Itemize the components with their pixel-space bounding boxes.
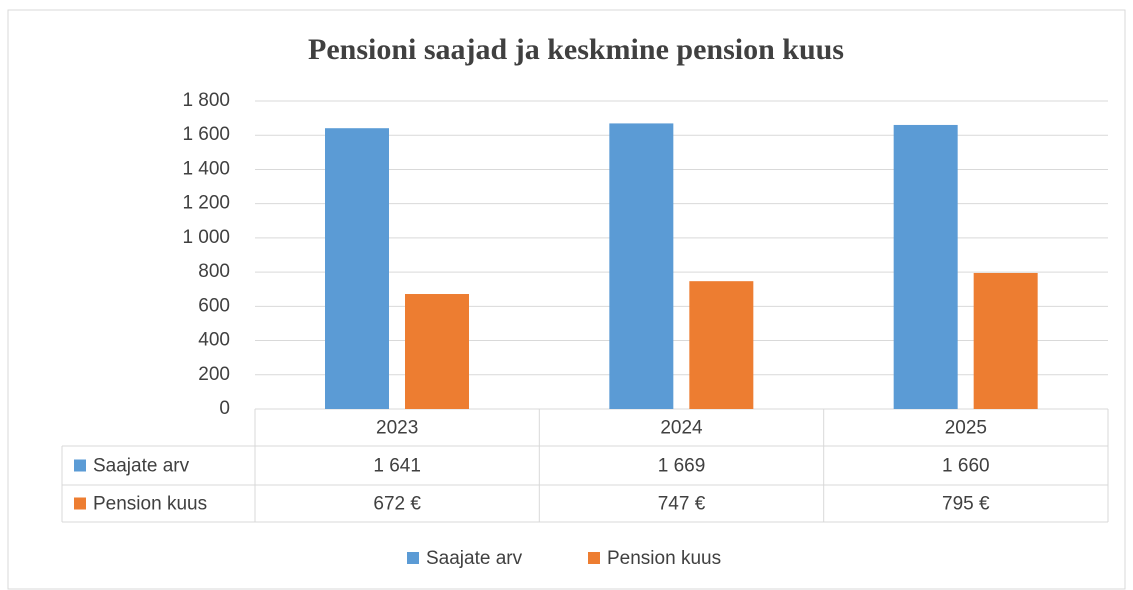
legend-key [588, 552, 600, 564]
x-tick-label: 2024 [660, 418, 703, 439]
legend-label: Saajate arv [426, 548, 523, 569]
y-tick-label: 1 400 [182, 158, 230, 179]
table-row-label: Pension kuus [93, 494, 207, 515]
x-tick-label: 2023 [376, 418, 418, 439]
table-legend-key [74, 459, 86, 472]
bar [973, 272, 1038, 409]
bar [325, 128, 389, 409]
bar [893, 124, 958, 409]
table-value: 1 660 [942, 456, 990, 477]
legend-label: Pension kuus [607, 548, 721, 569]
table-legend-key [74, 497, 86, 510]
y-tick-label: 1 200 [182, 193, 230, 214]
y-tick-label: 600 [198, 295, 230, 316]
y-tick-label: 0 [219, 398, 230, 419]
chart-title: Pensioni saajad ja keskmine pension kuus [308, 33, 844, 66]
y-tick-label: 400 [198, 330, 230, 351]
y-tick-label: 200 [198, 364, 230, 385]
y-tick-label: 800 [198, 261, 230, 282]
bar [609, 123, 674, 409]
table-value: 747 € [658, 494, 706, 515]
table-value: 1 641 [373, 456, 421, 477]
y-tick-label: 1 600 [182, 124, 230, 145]
x-tick-label: 2025 [945, 418, 987, 439]
bar [689, 281, 754, 409]
table-value: 795 € [942, 494, 990, 515]
y-tick-label: 1 000 [182, 227, 230, 248]
y-tick-label: 1 800 [182, 90, 230, 111]
bar [405, 294, 469, 409]
table-value: 1 669 [658, 456, 706, 477]
table-value: 672 € [373, 494, 421, 515]
legend-key [407, 552, 419, 564]
table-row-label: Saajate arv [93, 456, 190, 477]
